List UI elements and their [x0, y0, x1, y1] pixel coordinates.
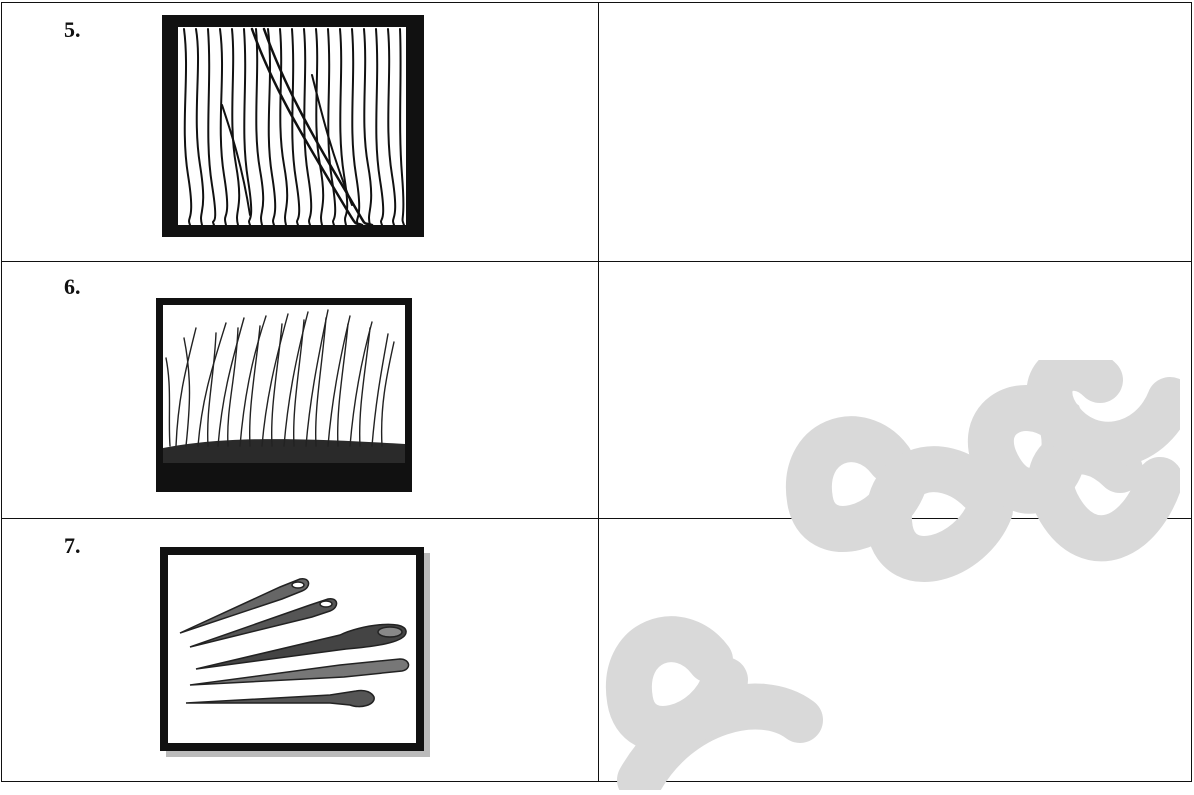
answer-cell[interactable] [598, 2, 1192, 262]
table-row: 6. [1, 261, 1192, 519]
item-number: 6. [64, 274, 81, 299]
answer-cell[interactable] [598, 518, 1192, 782]
image-cell: 6. [1, 261, 599, 519]
worksheet-table: 5. [1, 2, 1192, 782]
wood-grain-pattern-image [162, 15, 424, 237]
grass-blades-drawing-image [156, 298, 412, 492]
awl-tools-drawing-image [160, 547, 430, 757]
table-row: 7. [1, 518, 1192, 782]
table-row: 5. [1, 2, 1192, 262]
image-cell: 7. [1, 518, 599, 782]
item-number: 5. [64, 17, 81, 42]
answer-cell[interactable] [598, 261, 1192, 519]
image-cell: 5. [1, 2, 599, 262]
item-number: 7. [64, 533, 81, 558]
